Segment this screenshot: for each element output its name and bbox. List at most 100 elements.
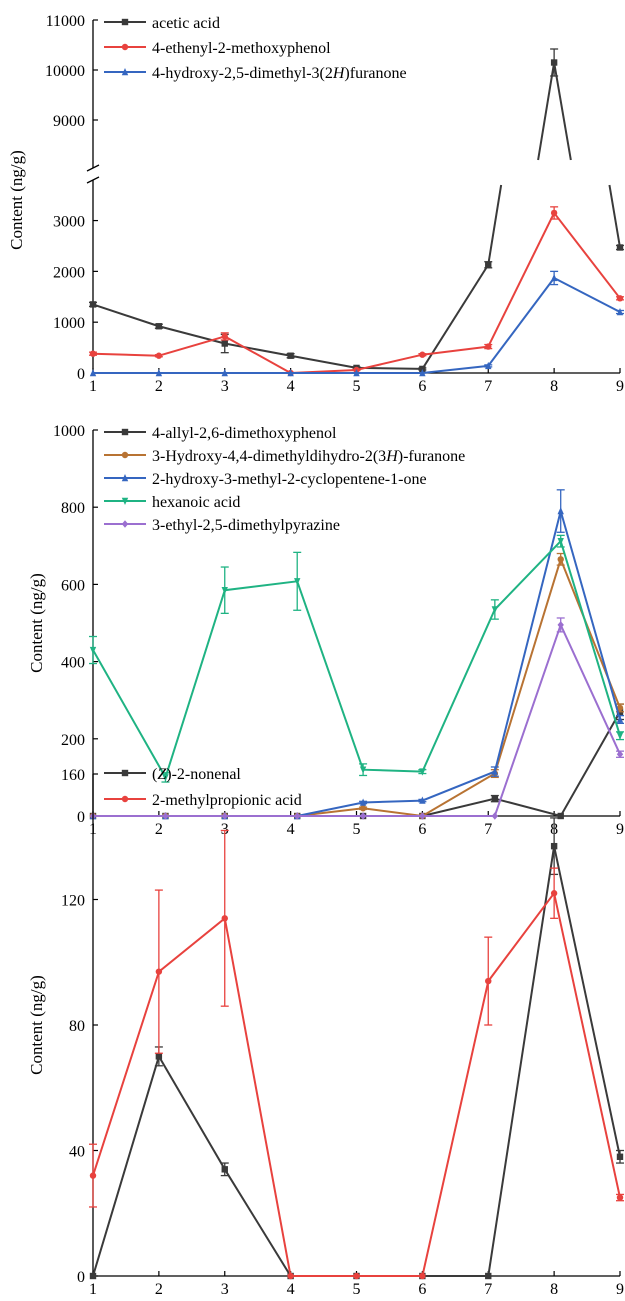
axis-break-mark [86,176,100,184]
data-point [550,209,558,217]
data-point [221,369,228,377]
legend: (Z)-2-nonenal 2-methylpropionic acid [104,766,302,809]
y-axis-label: Content (ng/g) [27,975,46,1075]
data-point [616,732,624,740]
x-tick-label: 6 [418,1281,426,1298]
series-1 [89,48,624,373]
series-line [92,890,621,1277]
data-point [359,766,367,774]
data-point [155,352,163,359]
x-tick-label: 7 [484,1281,492,1298]
data-point [616,715,624,723]
data-point [221,586,228,595]
y-tick-label: 3000 [53,214,85,231]
data-point [557,556,564,563]
y-tick-label: 10000 [45,63,85,80]
series-line-segment [290,354,357,369]
y-axis-label: Content (ng/g) [7,150,26,250]
y-tick-label: 0 [77,366,85,383]
data-point [359,812,367,820]
data-point [221,915,228,922]
series-1 [89,817,624,1280]
data-point [162,774,169,782]
data-point [485,977,492,985]
legend-marker [121,428,129,436]
series-2 [89,829,624,1280]
series-line-segment [158,335,226,357]
data-point [557,812,564,820]
data-point [616,704,624,712]
data-point [89,1272,97,1280]
legend-label: 4-hydroxy-2,5-dimethyl-3(2H)furanone [152,65,407,82]
legend-marker [121,520,129,528]
series-line-segment [92,303,160,328]
y-tick-label: 400 [61,655,85,672]
data-point [221,812,228,820]
data-point [485,361,492,370]
x-tick-label: 4 [287,821,295,838]
x-tick-label: 6 [418,821,426,838]
data-point [89,350,97,357]
y-tick-label: 160 [61,767,85,784]
data-point [294,578,301,586]
x-tick-label: 3 [221,1281,229,1298]
series-line-segment [158,325,226,345]
data-point [419,369,426,377]
x-tick-label: 1 [89,378,97,395]
data-point [353,369,360,377]
series-line-segment [487,212,556,348]
data-point [491,606,499,614]
legend-marker [121,43,129,51]
series-line-segment [553,277,621,313]
x-tick-label: 8 [550,378,558,395]
legend-label: 3-ethyl-2,5-dimethylpyrazine [152,517,340,534]
data-point [491,795,499,802]
data-point [557,507,564,515]
x-tick-label: 9 [616,1281,624,1298]
chart-panel-1: 0 1000 2000 3000 9000 10000 11000 1 2 3 4 5 6 7 8 9 Cont… [7,13,624,395]
y-axis-label: Content (ng/g) [27,573,46,673]
series-line-segment [224,342,291,357]
x-tick-label: 8 [550,1281,558,1298]
y-tick-label: 1000 [53,315,85,332]
x-tick-label: 5 [353,821,361,838]
data-point [89,646,97,655]
series-line-segment [224,335,292,374]
y-tick-label: 200 [61,732,85,749]
legend-label: 2-hydroxy-3-methyl-2-cyclopentene-1-one [152,471,427,488]
data-point [155,1053,163,1060]
x-tick-label: 4 [287,1281,295,1298]
series-5 [89,617,624,820]
legend-marker [121,769,129,777]
data-point [419,768,426,776]
data-point [491,767,499,775]
data-point [616,295,624,302]
data-point [616,1194,624,1201]
series-2 [89,206,624,377]
x-tick-label: 1 [89,1281,97,1298]
series-line-segment [537,62,556,161]
axis-break-mark [86,164,100,172]
legend-label: (Z)-2-nonenal [152,766,241,783]
y-tick-label: 800 [61,500,85,517]
series-line [92,539,621,780]
y-tick-label: 11000 [46,13,85,30]
data-point [287,1272,294,1280]
data-point [550,59,558,66]
data-point [155,968,163,975]
x-tick-label: 5 [353,378,361,395]
x-tick-label: 4 [287,378,295,395]
x-tick-label: 9 [616,821,624,838]
data-point [221,1166,228,1173]
data-point [419,365,426,373]
x-tick-label: 7 [484,378,492,395]
series-line-segment [422,364,489,374]
data-point [294,812,301,820]
y-tick-label: 9000 [53,113,85,130]
y-tick-label: 1000 [53,423,85,440]
data-point [616,750,624,759]
series-line-segment [608,184,621,248]
data-point [491,812,499,820]
